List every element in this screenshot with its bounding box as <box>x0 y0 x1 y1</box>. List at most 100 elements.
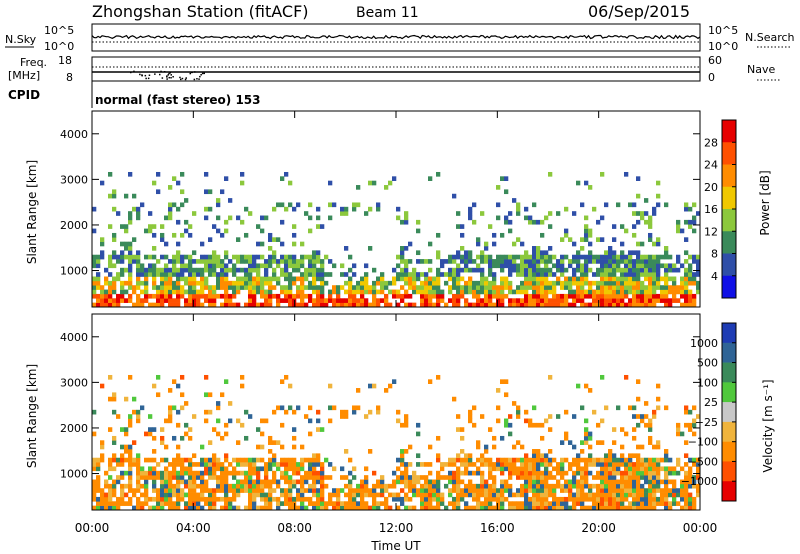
heatmap-cell <box>176 219 181 225</box>
heatmap-cell <box>608 250 613 256</box>
heatmap-cell <box>284 285 289 290</box>
heatmap-cell <box>448 488 453 493</box>
heatmap-cell <box>148 211 153 216</box>
nave-point <box>203 72 205 75</box>
heatmap-cell <box>316 224 321 229</box>
heatmap-cell <box>164 479 169 485</box>
heatmap-cell <box>560 298 565 303</box>
heatmap-cell <box>512 462 517 467</box>
heatmap-cell <box>264 293 269 299</box>
heatmap-cell <box>352 496 357 502</box>
heatmap-cell <box>592 272 597 277</box>
heatmap-cell <box>132 206 137 212</box>
heatmap-cell <box>468 453 473 459</box>
heatmap-cell <box>296 462 301 467</box>
heatmap-cell <box>128 250 133 256</box>
heatmap-cell <box>388 492 393 498</box>
heatmap-cell <box>464 453 469 459</box>
heatmap-cell <box>308 488 313 493</box>
heatmap-cell <box>332 405 337 411</box>
heatmap-cell <box>292 206 297 212</box>
heatmap-cell <box>192 414 197 419</box>
heatmap-cell <box>528 418 533 424</box>
heatmap-cell <box>484 488 489 493</box>
heatmap-cell <box>356 285 361 290</box>
heatmap-cell <box>224 228 229 234</box>
heatmap-cell <box>432 496 437 502</box>
heatmap-cell <box>584 466 589 472</box>
heatmap-cell <box>540 250 545 256</box>
heatmap-cell <box>560 285 565 290</box>
nave-point <box>133 70 135 73</box>
heatmap-cell <box>528 272 533 277</box>
heatmap-cell <box>168 388 173 393</box>
heatmap-cell <box>372 289 377 295</box>
heatmap-cell <box>520 475 525 480</box>
heatmap-cell <box>648 276 653 282</box>
heatmap-cell <box>136 293 141 299</box>
heatmap-cell <box>176 180 181 186</box>
heatmap-cell <box>656 276 661 282</box>
heatmap-cell <box>620 427 625 432</box>
heatmap-cell <box>232 488 237 493</box>
heatmap-cell <box>520 483 525 489</box>
heatmap-cell <box>528 298 533 303</box>
heatmap-cell <box>280 202 285 208</box>
heatmap-cell <box>424 462 429 467</box>
heatmap-cell <box>208 289 213 295</box>
heatmap-cell <box>620 298 625 303</box>
heatmap-cell <box>176 462 181 467</box>
heatmap-cell <box>652 211 657 216</box>
heatmap-cell <box>612 475 617 480</box>
heatmap-cell <box>292 479 297 485</box>
heatmap-cell <box>276 496 281 502</box>
heatmap-cell <box>312 285 317 290</box>
heatmap-cell <box>264 289 269 295</box>
heatmap-cell <box>488 466 493 472</box>
heatmap-cell <box>552 280 557 286</box>
heatmap-cell <box>268 293 273 299</box>
heatmap-cell <box>608 466 613 472</box>
heatmap-cell <box>568 496 573 502</box>
heatmap-cell <box>492 444 497 450</box>
heatmap-cell <box>112 263 117 269</box>
heatmap-cell <box>372 505 377 511</box>
heatmap-cell <box>500 263 505 269</box>
heatmap-cell <box>464 289 469 295</box>
heatmap-cell <box>176 272 181 277</box>
heatmap-cell <box>216 263 221 269</box>
heatmap-cell <box>496 501 501 506</box>
heatmap-cell <box>248 298 253 303</box>
heatmap-cell <box>576 479 581 485</box>
heatmap-cell <box>636 267 641 273</box>
heatmap-cell <box>596 422 601 428</box>
heatmap-cell <box>228 293 233 299</box>
heatmap-cell <box>400 475 405 480</box>
heatmap-cell <box>140 501 145 506</box>
heatmap-cell <box>504 293 509 299</box>
heatmap-cell <box>540 488 545 493</box>
heatmap-cell <box>204 215 209 221</box>
colorbar-segment <box>722 461 736 482</box>
heatmap-cell <box>628 488 633 493</box>
heatmap-cell <box>612 280 617 286</box>
heatmap-cell <box>552 496 557 502</box>
nave-tick-high: 60 <box>708 54 722 67</box>
heatmap-cell <box>404 414 409 419</box>
heatmap-cell <box>380 475 385 480</box>
heatmap-cell <box>588 388 593 393</box>
heatmap-cell <box>536 462 541 467</box>
heatmap-cell <box>544 276 549 282</box>
heatmap-cell <box>176 250 181 256</box>
heatmap-cell <box>492 259 497 264</box>
heatmap-cell <box>188 263 193 269</box>
heatmap-cell <box>648 219 653 225</box>
heatmap-cell <box>604 453 609 459</box>
heatmap-cell <box>412 289 417 295</box>
heatmap-cell <box>644 475 649 480</box>
heatmap-cell <box>296 466 301 472</box>
heatmap-cell <box>276 466 281 472</box>
heatmap-cell <box>552 466 557 472</box>
heatmap-cell <box>184 466 189 472</box>
heatmap-cell <box>236 276 241 282</box>
